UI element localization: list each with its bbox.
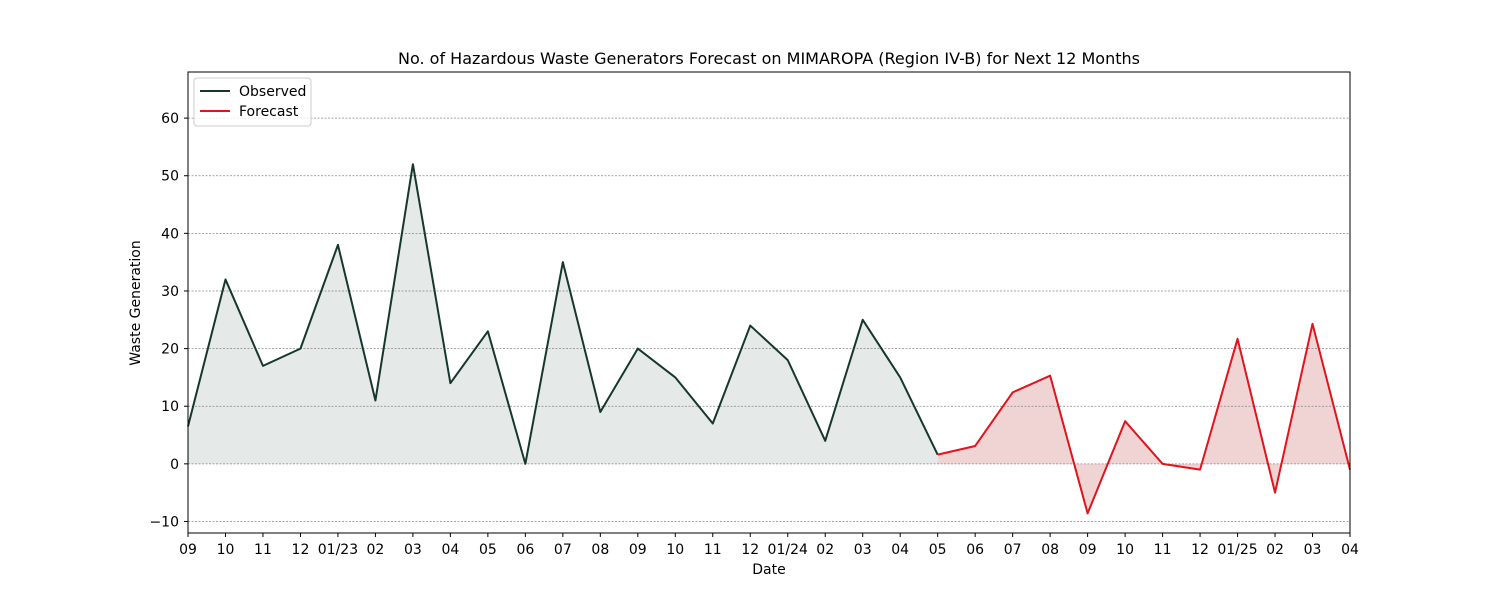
x-tick-label: 12 xyxy=(1191,542,1209,558)
x-tick-label: 04 xyxy=(891,542,909,558)
x-tick-label: 06 xyxy=(516,542,534,558)
x-axis: 09 10 11 12 01/23 02 03 04 05 06 07 08 09 10 11 12 01/24… xyxy=(179,533,1359,558)
x-tick-label: 03 xyxy=(404,542,422,558)
legend-label-forecast: Forecast xyxy=(239,104,299,120)
x-tick-label: 08 xyxy=(591,542,609,558)
x-tick-label: 01/24 xyxy=(768,542,808,558)
chart-title: No. of Hazardous Waste Generators Foreca… xyxy=(398,49,1140,68)
x-tick-label: 11 xyxy=(704,542,722,558)
x-tick-label: 11 xyxy=(254,542,272,558)
x-tick-label: 03 xyxy=(1304,542,1322,558)
x-tick-label: 07 xyxy=(554,542,572,558)
y-tick-label: 40 xyxy=(161,226,179,242)
area-fills xyxy=(188,164,1350,514)
x-tick-label: 08 xyxy=(1041,542,1059,558)
gridlines xyxy=(188,117,1350,522)
y-tick-label: 60 xyxy=(161,111,179,127)
x-tick-label: 09 xyxy=(179,542,197,558)
x-tick-label: 05 xyxy=(479,542,497,558)
y-axis: −10 0 10 20 30 40 50 60 xyxy=(149,111,188,530)
x-tick-label: 01/25 xyxy=(1217,542,1257,558)
x-tick-label: 02 xyxy=(1266,542,1284,558)
x-tick-label: 12 xyxy=(741,542,759,558)
series-lines xyxy=(187,163,1351,515)
x-tick-label: 09 xyxy=(629,542,647,558)
x-tick-label: 02 xyxy=(816,542,834,558)
y-tick-label: 10 xyxy=(161,399,179,415)
x-axis-label: Date xyxy=(752,562,785,578)
x-tick-label: 12 xyxy=(292,542,310,558)
x-tick-label: 03 xyxy=(854,542,872,558)
y-tick-label: −10 xyxy=(149,514,179,530)
area-fill-observed xyxy=(188,164,938,464)
x-tick-label: 10 xyxy=(666,542,684,558)
x-tick-label: 04 xyxy=(1341,542,1359,558)
x-tick-label: 05 xyxy=(929,542,947,558)
x-tick-label: 10 xyxy=(217,542,235,558)
x-tick-label: 10 xyxy=(1116,542,1134,558)
y-tick-label: 30 xyxy=(161,284,179,300)
x-tick-label: 02 xyxy=(367,542,385,558)
y-tick-label: 50 xyxy=(161,169,179,185)
series-line-forecast xyxy=(937,322,1351,515)
x-tick-label: 07 xyxy=(1004,542,1022,558)
y-tick-label: 20 xyxy=(161,342,179,358)
legend-label-observed: Observed xyxy=(239,84,306,100)
x-tick-label: 09 xyxy=(1079,542,1097,558)
plot-frame xyxy=(187,71,1351,534)
x-tick-label: 01/23 xyxy=(318,542,358,558)
x-tick-label: 11 xyxy=(1154,542,1172,558)
x-tick-label: 06 xyxy=(966,542,984,558)
y-tick-label: 0 xyxy=(170,457,179,473)
x-tick-label: 04 xyxy=(441,542,459,558)
legend: Observed Forecast xyxy=(193,77,312,127)
y-axis-label: Waste Generation xyxy=(128,240,144,365)
area-fill-forecast xyxy=(937,323,1350,514)
